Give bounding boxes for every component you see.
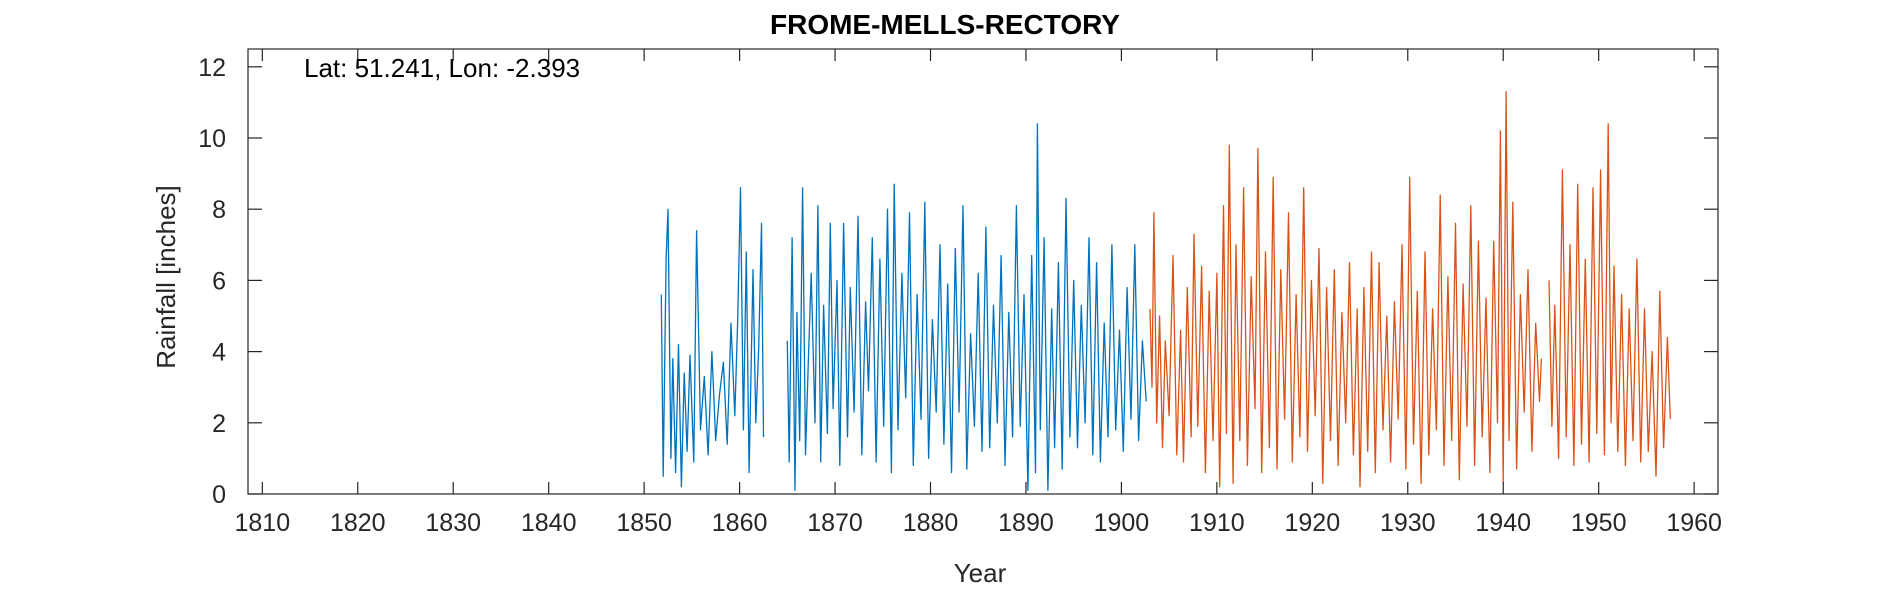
y-tick-label: 10 <box>198 125 226 153</box>
x-tick-label: 1890 <box>998 509 1054 537</box>
y-tick-label: 8 <box>212 196 226 224</box>
x-axis-label: Year <box>954 558 1007 588</box>
series-layer <box>660 91 1671 492</box>
x-tick-label: 1830 <box>425 509 481 537</box>
x-tick-label: 1910 <box>1189 509 1245 537</box>
y-tick-label: 0 <box>212 481 226 509</box>
x-tick-label: 1930 <box>1380 509 1436 537</box>
x-tick-label: 1920 <box>1285 509 1341 537</box>
series-line-2 <box>1149 91 1671 488</box>
x-tick-label: 1900 <box>1094 509 1150 537</box>
x-tick-label: 1850 <box>616 509 672 537</box>
series-line-1 <box>660 123 1147 492</box>
x-tick-label: 1960 <box>1666 509 1722 537</box>
x-axis: 1810 1820 1830 1840 1850 1860 1870 1880 1890 1900… <box>235 49 1722 537</box>
plot-area: 1810 1820 1830 1840 1850 1860 1870 1880 1890 1900… <box>198 48 1722 537</box>
x-tick-label: 1870 <box>807 509 863 537</box>
x-tick-label: 1860 <box>712 509 768 537</box>
x-tick-label: 1810 <box>235 509 291 537</box>
x-tick-label: 1940 <box>1475 509 1531 537</box>
y-tick-label: 6 <box>212 267 226 295</box>
x-tick-label: 1820 <box>330 509 386 537</box>
y-axis-label: Rainfall [inches] <box>151 185 181 369</box>
y-tick-label: 2 <box>212 410 226 438</box>
y-tick-label: 4 <box>212 339 226 367</box>
x-tick-label: 1880 <box>903 509 959 537</box>
x-tick-label: 1840 <box>521 509 577 537</box>
y-axis: 0 2 4 6 8 10 12 <box>198 54 1718 509</box>
x-tick-label: 1950 <box>1571 509 1627 537</box>
chart-title: FROME-MELLS-RECTORY <box>770 9 1120 40</box>
y-tick-label: 12 <box>198 54 226 82</box>
coordinates-annotation: Lat: 51.241, Lon: -2.393 <box>304 53 580 83</box>
